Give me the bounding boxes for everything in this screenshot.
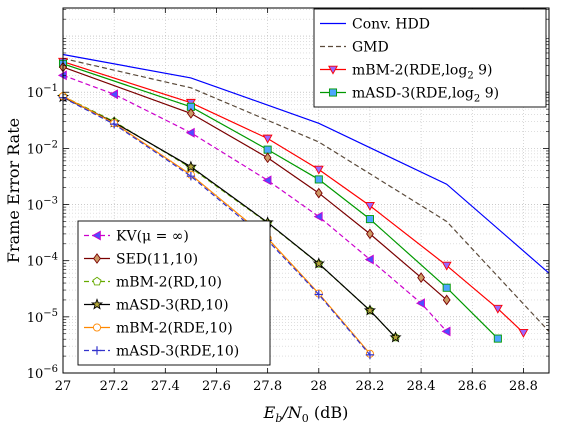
legend-box [313,8,547,108]
data-point [313,211,323,222]
series-2 [58,57,529,338]
y-tick-label: 10−5 [27,308,58,326]
data-point [314,187,323,199]
y-tick-label: 10−6 [27,364,58,382]
data-point [364,254,374,265]
data-point [442,294,451,306]
data-point [365,350,375,360]
legend-label: Conv. HDD [352,17,430,33]
x-tick-label: 27.4 [151,379,180,394]
legend-marker [93,253,101,264]
legend-top-right: Conv. HDD GMD mBM-2(RDE,log2 9) mASD-3(RDE,… [313,8,547,108]
data-point [441,261,452,271]
data-point [366,228,374,240]
data-point [184,160,197,172]
x-tick-label: 28.2 [355,379,384,394]
x-tick-label: 28.6 [458,379,487,394]
legend-label: SED(11,10) [116,252,198,268]
legend-marker [92,346,102,355]
series-0 [62,53,550,274]
legend-marker [91,230,101,241]
data-point [417,272,426,283]
legend-marker [328,65,338,75]
data-point [263,145,272,154]
y-tick-label: 10−1 [27,83,58,101]
legend-label: mASD-3(RDE,log2 9) [352,86,499,105]
legend-marker [92,323,102,332]
series-line [62,97,371,356]
data-point [441,326,451,337]
legend-box [77,220,271,366]
data-point [518,328,529,338]
x-tick-label: 28.8 [509,379,538,394]
series-line [62,61,524,334]
data-point [314,290,323,299]
series-line [62,95,371,355]
legend-marker [328,88,338,97]
plot-frame [62,7,550,374]
data-point [365,215,374,224]
y-axis-label: Frame Error Rate [4,118,23,263]
data-point [493,334,502,343]
x-tick-label: 27.8 [253,379,282,394]
series-line [62,74,448,332]
y-tick-label: 10−4 [27,252,58,270]
data-point [313,165,324,175]
data-point [364,201,375,211]
data-point [186,171,196,181]
data-point [314,175,323,184]
x-tick-label: 27.6 [202,379,231,394]
legend-bottom-left: KV(μ = ∞) SED(11,10) mBM-2(RD,10) mASD-3(RD… [77,220,271,366]
data-point [389,331,402,343]
data-point [185,127,195,138]
data-point [363,304,376,316]
legend-label: GMD [352,40,389,56]
legend-label: mBM-2(RDE,10) [116,321,233,337]
data-point [109,89,118,100]
x-tick-label: 27.2 [100,379,129,394]
series-line [62,53,550,274]
data-point [492,304,503,314]
data-point [109,119,119,129]
data-point [262,175,272,186]
legend-marker [90,298,104,310]
axis-ticks: 27 27.2 27.4 27.6 27.8 28 28.2 28.4 28.6 28.8 10−1… [27,8,549,394]
legend-marker [92,276,102,286]
data-point [262,134,273,144]
data-point [263,152,272,164]
data-point [186,108,195,119]
legend-label: mASD-3(RD,10) [116,298,229,314]
x-axis-label: Eb/N0 (dB) [263,403,349,425]
x-tick-label: 27 [55,379,72,394]
x-tick-label: 28 [311,379,328,394]
legend-label: mBM-2(RDE,log2 9) [352,63,493,82]
data-point [312,257,325,269]
legend-label: mASD-3(RDE,10) [116,344,239,360]
legend-label: mBM-2(RD,10) [116,275,222,291]
x-tick-label: 28.4 [407,379,436,394]
data-point [442,283,451,292]
y-tick-label: 10−3 [27,196,58,214]
data-point [415,298,425,309]
y-tick-label: 10−2 [27,139,58,157]
legend-label: KV(μ = ∞) [116,229,189,245]
